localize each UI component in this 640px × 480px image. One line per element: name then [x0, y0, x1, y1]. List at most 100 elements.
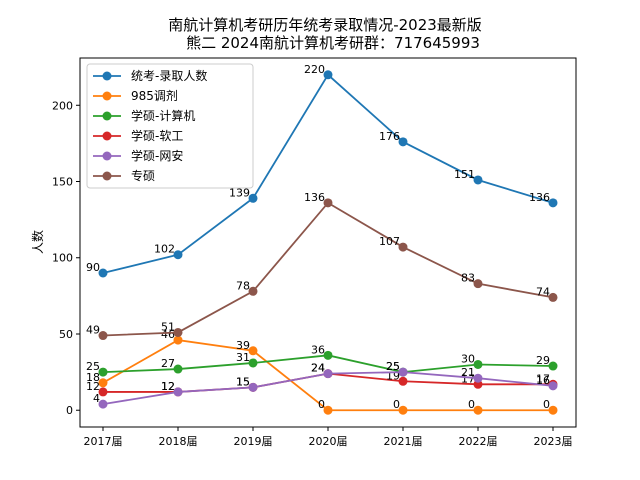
- data-label: 25: [86, 360, 100, 373]
- data-point: [173, 364, 183, 374]
- legend-swatch-marker: [102, 131, 112, 141]
- data-label: 83: [461, 272, 475, 285]
- data-point: [473, 359, 483, 369]
- data-point: [548, 292, 558, 302]
- legend-item: 统考-录取人数: [93, 68, 207, 83]
- series-5: 4 12 15 24 25 21 16: [93, 360, 558, 409]
- data-label: 0: [393, 398, 400, 411]
- data-label: 0: [318, 398, 325, 411]
- data-point: [248, 346, 258, 356]
- data-label: 102: [154, 243, 175, 256]
- data-point: [173, 327, 183, 337]
- legend-swatch-marker: [102, 151, 112, 161]
- data-point: [548, 381, 558, 391]
- data-label: 220: [304, 63, 325, 76]
- series-6: 49 51 78 136 107 83 74: [86, 191, 558, 341]
- legend-item: 学硕-计算机: [93, 108, 195, 123]
- data-label: 30: [461, 352, 475, 365]
- data-point: [323, 369, 333, 379]
- y-tick-label: 0: [66, 404, 73, 417]
- y-tick-label: 100: [52, 252, 73, 265]
- legend-item: 专硕: [93, 168, 155, 183]
- series-2: 18 46 39 0 0 0 0: [86, 328, 558, 415]
- data-point: [173, 387, 183, 397]
- data-point: [248, 382, 258, 392]
- series-3: 25 27 31 36 25 30 29: [86, 343, 558, 377]
- data-label: 12: [161, 380, 175, 393]
- series-1: 90 102 139 220 176 151 136: [86, 63, 558, 278]
- legend-swatch-marker: [102, 171, 112, 181]
- data-point: [323, 350, 333, 360]
- data-point: [398, 137, 408, 147]
- legend-label: 985调剂: [131, 88, 178, 103]
- data-label: 0: [543, 398, 550, 411]
- legend-label: 专硕: [131, 168, 155, 183]
- data-point: [248, 286, 258, 296]
- x-tick-label: 2018届: [159, 435, 198, 448]
- x-axis: 2017届 2018届 2019届 2020届 2021届 2022届 2023届: [84, 427, 573, 448]
- data-point: [473, 279, 483, 289]
- data-label: 17: [461, 372, 475, 385]
- legend-item: 学硕-软工: [93, 128, 183, 143]
- data-label: 107: [379, 235, 400, 248]
- data-label: 25: [386, 360, 400, 373]
- legend-item: 985调剂: [93, 88, 178, 103]
- data-point: [398, 376, 408, 386]
- data-point: [98, 331, 108, 341]
- data-label: 17: [536, 372, 550, 385]
- y-tick-label: 50: [59, 328, 73, 341]
- x-tick-label: 2023届: [534, 435, 573, 448]
- data-point: [98, 378, 108, 388]
- data-point: [548, 405, 558, 415]
- data-point: [248, 193, 258, 203]
- data-label: 151: [454, 168, 475, 181]
- data-point: [548, 198, 558, 208]
- data-point: [98, 367, 108, 377]
- data-label: 74: [536, 285, 550, 298]
- data-label: 36: [311, 343, 325, 356]
- x-tick-label: 2020届: [309, 435, 348, 448]
- data-label: 29: [536, 354, 550, 367]
- data-point: [323, 198, 333, 208]
- data-label: 0: [468, 398, 475, 411]
- series-line: [102, 201, 554, 337]
- data-label: 90: [86, 261, 100, 274]
- chart-title: 南航计算机考研历年统考录取情况-2023最新版: [168, 16, 482, 34]
- data-label: 39: [236, 339, 250, 352]
- data-label: 24: [311, 362, 325, 375]
- x-tick-label: 2019届: [234, 435, 273, 448]
- data-point: [173, 250, 183, 260]
- data-point: [248, 358, 258, 368]
- legend-label: 统考-录取人数: [131, 68, 207, 83]
- data-label: 139: [229, 186, 250, 199]
- data-point: [548, 361, 558, 371]
- x-tick-label: 2022届: [459, 435, 498, 448]
- y-tick-label: 150: [52, 176, 73, 189]
- legend-label: 学硕-软工: [131, 128, 183, 143]
- data-label: 136: [304, 191, 325, 204]
- data-point: [398, 242, 408, 252]
- data-point: [473, 175, 483, 185]
- data-point: [473, 405, 483, 415]
- legend-label: 学硕-计算机: [131, 108, 195, 123]
- data-point: [323, 70, 333, 80]
- data-point: [398, 367, 408, 377]
- data-label: 18: [86, 371, 100, 384]
- data-label: 176: [379, 130, 400, 143]
- y-axis-label: 人数: [30, 230, 45, 254]
- data-label: 16: [536, 374, 550, 387]
- data-label: 12: [86, 380, 100, 393]
- data-point: [98, 399, 108, 409]
- data-label: 46: [161, 328, 175, 341]
- data-label: 49: [86, 324, 100, 337]
- y-tick-label: 200: [52, 99, 73, 112]
- x-tick-label: 2021届: [384, 435, 423, 448]
- data-label: 51: [161, 320, 175, 333]
- data-label: 136: [529, 191, 550, 204]
- data-label: 78: [236, 279, 250, 292]
- data-label: 25: [386, 360, 400, 373]
- chart-subtitle: 熊二 2024南航计算机考研群：717645993: [186, 34, 480, 52]
